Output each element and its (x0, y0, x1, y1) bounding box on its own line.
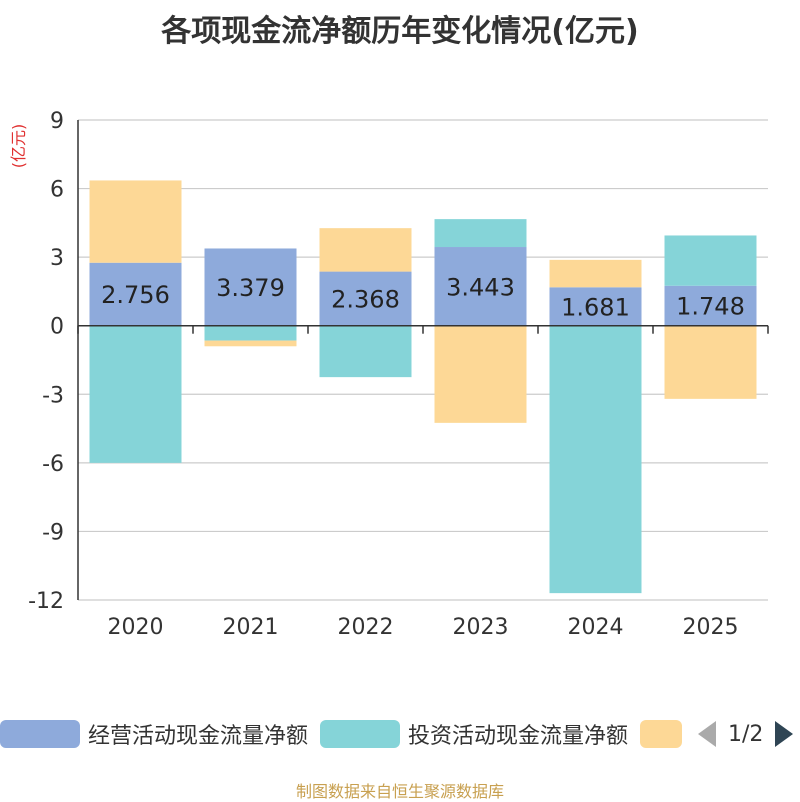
legend-item-operating[interactable]: 经营活动现金流量净额 (0, 716, 308, 752)
bar-series2-2024[interactable] (549, 259, 642, 288)
legend-item-third[interactable] (640, 716, 690, 752)
bar-series0-2020[interactable] (89, 262, 182, 326)
legend-label-operating: 经营活动现金流量净额 (88, 724, 309, 749)
bar-series2-2021[interactable] (204, 340, 297, 347)
bar-series2-2025[interactable] (664, 325, 757, 399)
bar-series2-2022[interactable] (319, 228, 412, 272)
x-tick-label: 2022 (338, 615, 394, 640)
pager-text: 1/2 (728, 721, 764, 747)
chart-title: 各项现金流净额历年变化情况(亿元) (161, 14, 639, 49)
x-tick-label: 2023 (453, 615, 509, 640)
data-label-2020: 2.756 (101, 281, 170, 309)
y-tick-label: -12 (28, 589, 64, 614)
bars (89, 180, 757, 594)
y-tick-label: -9 (42, 520, 64, 545)
grid-lines (78, 119, 768, 601)
legend-item-investing[interactable]: 投资活动现金流量净额 (320, 716, 628, 752)
x-tick-label: 2024 (568, 615, 624, 640)
bar-series1-2025[interactable] (664, 235, 757, 286)
legend: 经营活动现金流量净额 投资活动现金流量净额 (0, 716, 800, 752)
data-labels: 2.756 3.379 2.368 3.443 1.681 1.748 (101, 273, 745, 321)
data-label-2023: 3.443 (446, 273, 515, 301)
y-tick-label: 0 (50, 315, 64, 340)
chart-canvas: 9 6 3 0 -3 -6 -9 -12 2020 2021 2022 2023 2024 2025 2.… (9, 109, 769, 640)
legend-swatch-third (640, 720, 682, 748)
data-label-2022: 2.368 (331, 286, 400, 314)
bar-series1-2021[interactable] (204, 325, 297, 341)
bar-series1-2022[interactable] (319, 325, 412, 378)
y-tick-label: 3 (50, 246, 64, 271)
pager-next-icon[interactable] (775, 721, 794, 747)
bar-series1-2024[interactable] (549, 325, 642, 594)
y-axis-label: (亿元) (9, 124, 28, 169)
x-tick-label: 2025 (683, 615, 739, 640)
bar-series0-2025[interactable] (664, 285, 757, 326)
x-tick-label: 2021 (223, 615, 279, 640)
bar-series2-2023[interactable] (434, 325, 527, 423)
legend-pager: 1/2 (698, 716, 794, 752)
y-tick-label: -6 (42, 452, 64, 477)
data-label-2024: 1.681 (561, 294, 630, 322)
y-tick-label: 6 (50, 178, 64, 203)
data-source: 制图数据来自恒生聚源数据库 (295, 782, 504, 801)
axes: 9 6 3 0 -3 -6 -9 -12 2020 2021 2022 2023 2024 2025 (28, 109, 769, 640)
y-tick-label: 9 (50, 109, 64, 134)
bar-series0-2024[interactable] (549, 287, 642, 326)
pager-prev-icon[interactable] (698, 721, 716, 747)
x-tick-label: 2020 (108, 615, 164, 640)
data-label-2021: 3.379 (216, 274, 285, 302)
legend-swatch-operating (0, 720, 80, 748)
legend-swatch-investing (320, 720, 400, 748)
bar-series2-2020[interactable] (89, 180, 182, 263)
bar-series0-2021[interactable] (204, 248, 297, 326)
bar-series0-2023[interactable] (434, 247, 527, 326)
legend-label-investing: 投资活动现金流量净额 (408, 724, 629, 749)
data-label-2025: 1.748 (676, 293, 745, 321)
y-tick-label: -3 (42, 383, 64, 408)
bar-series1-2023[interactable] (434, 219, 527, 248)
bar-series1-2020[interactable] (89, 325, 182, 463)
bar-series0-2022[interactable] (319, 271, 412, 326)
